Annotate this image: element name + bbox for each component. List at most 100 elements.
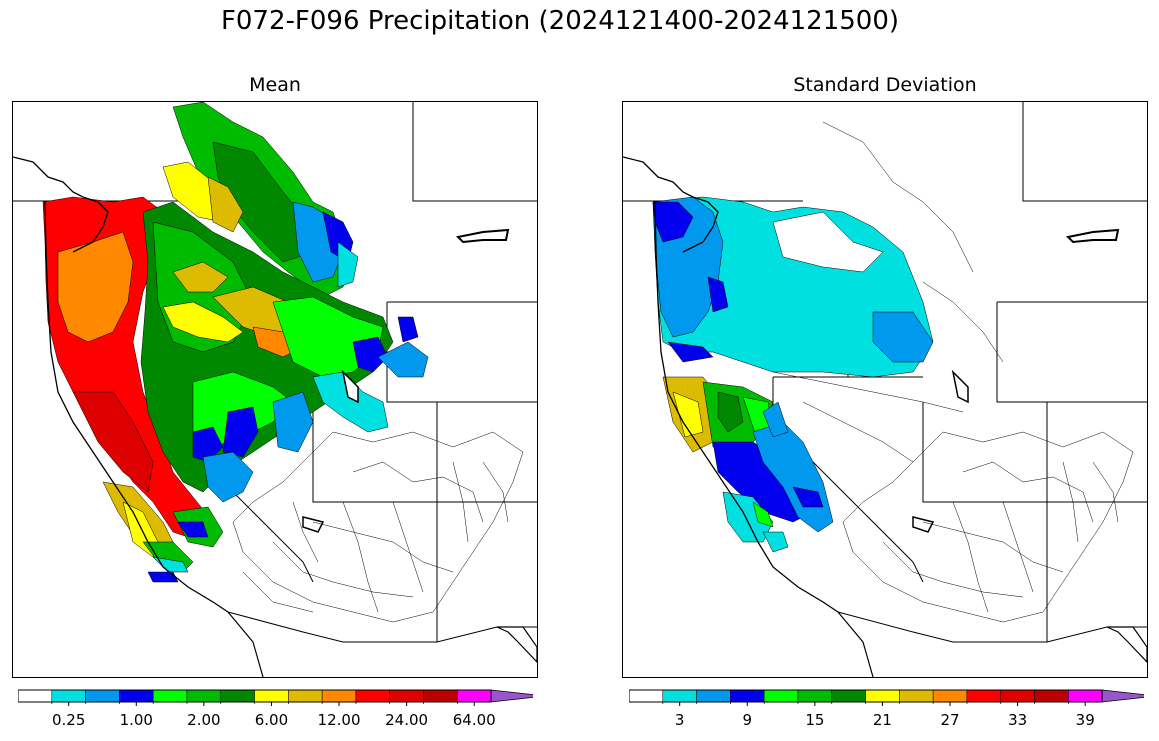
colorbar-cell [662, 689, 697, 703]
region-darkblue-east [352, 336, 389, 373]
region-orange-coast [57, 231, 134, 343]
region-blue-mid [272, 391, 314, 453]
region-lime-south [752, 501, 774, 528]
mean-map-canvas [13, 102, 537, 677]
colorbar-cell [797, 689, 833, 703]
state-line [772, 377, 924, 583]
region-channel-islands [147, 571, 179, 583]
colorbar-cell [457, 689, 492, 703]
colorbar-cell [1000, 689, 1035, 703]
region-darkblue-coast-2 [707, 276, 729, 313]
region-cyan-south-2 [762, 531, 789, 553]
region-cyan-south [722, 491, 774, 543]
region-blue-sierra-2 [762, 401, 789, 438]
gulf-coast [496, 626, 537, 663]
stddev-map-canvas [623, 102, 1147, 677]
colorbar-cell [730, 689, 765, 703]
region-gold-interior-2 [172, 261, 229, 293]
mexico-border [227, 611, 437, 643]
coastline-north [13, 156, 109, 253]
region-cyan-north [337, 241, 359, 288]
lake-mead [912, 516, 935, 533]
region-darkblue-mid-2 [192, 426, 224, 463]
region-blue-east [377, 341, 429, 378]
region-darkblue-mid [222, 406, 259, 458]
colorbar-cell [85, 689, 120, 703]
lake-mead [302, 516, 325, 533]
coastline-west [44, 201, 229, 613]
region-blue-south [202, 451, 254, 503]
region-white-interior [772, 211, 884, 273]
border-line [412, 102, 537, 202]
colorbar-tick-label: 2.00 [187, 711, 221, 729]
colorbar-tick-label: 3 [674, 711, 685, 729]
colorbar-tick-label: 39 [1075, 711, 1095, 729]
colorbar-cell [389, 689, 424, 703]
colorbar-tick-label: 1.00 [119, 711, 153, 729]
coastline-west [654, 201, 839, 613]
colorbar-cell [186, 689, 222, 703]
region-blue-interior [872, 311, 934, 363]
colorbar-tick-label: 24.00 [385, 711, 429, 729]
colorbar-cell [119, 689, 154, 703]
colorbar-tick-label: 6.00 [254, 711, 289, 729]
lake-superior-outline [1065, 228, 1120, 244]
region-yellow-coast [672, 391, 704, 438]
colorbar-cell [966, 689, 1001, 703]
region-gold-north [207, 176, 244, 233]
colorbar-cell [932, 689, 968, 703]
great-salt-lake [341, 369, 359, 404]
mean-colorbar [18, 689, 533, 706]
colorbar-cell [865, 689, 900, 703]
colorbar-extend-arrow [1101, 689, 1144, 703]
region-darkred-coast [72, 391, 154, 493]
region-darkblue-south [792, 486, 824, 508]
mean-map [12, 101, 538, 678]
colorbar-extend-arrow [490, 689, 533, 703]
colorbar-cells [629, 689, 1144, 706]
colorbar-cell [51, 689, 86, 703]
baja-coast [837, 611, 874, 677]
state-line [1046, 402, 1147, 643]
colorbar-tick-label: 21 [872, 711, 892, 729]
colorbar-cells [18, 689, 533, 706]
baja-coast [227, 611, 264, 677]
colorbar-cell [423, 689, 458, 703]
colorbar-cell [355, 689, 390, 703]
colorbar-cell [220, 689, 255, 703]
colorbar-cell [899, 689, 934, 703]
colorbar-cell [696, 689, 731, 703]
colorbar-tick-label: 9 [742, 711, 753, 729]
region-yellow-interior [162, 301, 244, 343]
state-line [922, 402, 1147, 503]
stddev-colorbar [629, 689, 1144, 706]
colorbar-tick-label: 12.00 [317, 711, 361, 729]
gulf-coast [1106, 626, 1147, 663]
mean-panel-title: Mean [249, 74, 301, 96]
colorbar-tick-label: 33 [1008, 711, 1028, 729]
coastline-north [623, 156, 719, 253]
region-darkblue-east-2 [397, 316, 419, 343]
colorbar-cell [831, 689, 866, 703]
region-darkblue-coast-3 [667, 341, 714, 363]
colorbar-cell [152, 689, 188, 703]
colorbar-cell [629, 689, 664, 703]
colorbar-cell [763, 689, 799, 703]
colorbar-cell [18, 689, 53, 703]
border-line [1022, 102, 1147, 202]
stddev-map [622, 101, 1148, 678]
mexico-border [837, 611, 1047, 643]
state-line [436, 402, 537, 643]
colorbar-tick-label: 27 [940, 711, 960, 729]
state-line [996, 302, 1147, 403]
colorbar-cell [1034, 689, 1069, 703]
colorbar-cell [1068, 689, 1103, 703]
colorbar-cell [288, 689, 323, 703]
colorbar-cell [254, 689, 289, 703]
watershed-boundaries [772, 121, 1134, 623]
colorbar-tick-label: 64.00 [452, 711, 496, 729]
lake-superior-outline [455, 228, 510, 244]
figure-title: F072-F096 Precipitation (2024121400-2024… [220, 6, 900, 36]
region-darkblue-sierra [177, 521, 209, 538]
watershed-boundaries [232, 431, 524, 623]
